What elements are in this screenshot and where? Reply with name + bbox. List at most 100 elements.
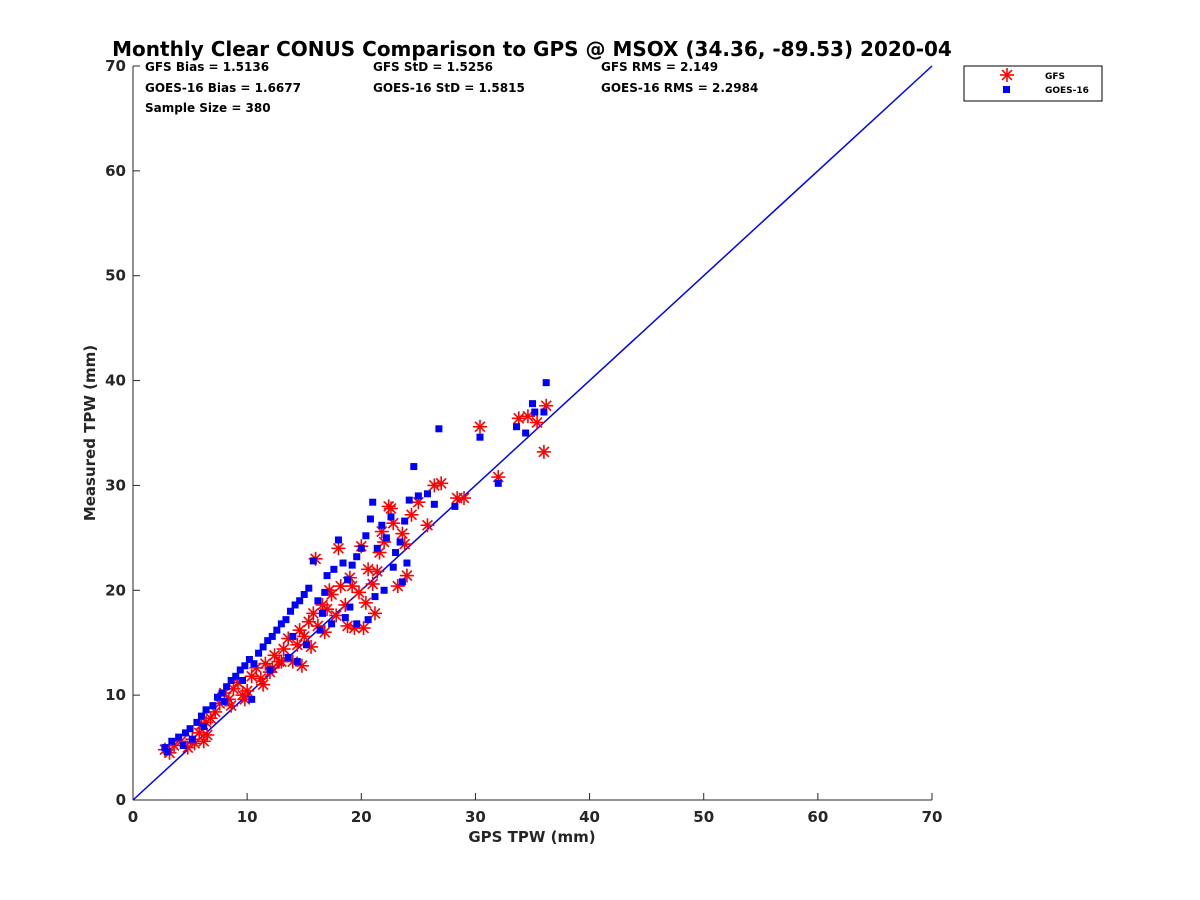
gfs-point [530,415,545,430]
goes16-point [293,658,301,666]
goes16-point [330,565,338,573]
goes16-point [403,559,411,567]
plot-area: 0 10 20 30 40 50 60 70 0 10 20 30 40 50 60 70 [105,57,942,826]
goes16-point [223,683,231,691]
goes16-point [220,697,228,705]
goes16-point [209,702,217,710]
y-tick-label: 70 [105,57,126,75]
goes16-point [344,576,352,584]
goes16-point [264,637,272,645]
gfs-point [434,476,449,491]
x-tick-label: 50 [693,808,714,826]
goes16-point [202,706,210,714]
gfs-point [240,683,255,698]
goes16-point [266,666,274,674]
gfs-point [397,537,412,552]
goes16-point [296,597,304,605]
gfs-point [352,585,367,600]
goes16-point [161,744,169,752]
goes16-point [250,660,258,668]
y-tick-label: 60 [105,162,126,180]
y-axis-label: Measured TPW (mm) [81,345,99,521]
goes16-point [245,655,253,663]
goes16-point [401,517,409,525]
goes16-point [239,676,247,684]
goes16-point [287,607,295,615]
y-tick-label: 50 [105,267,126,285]
goes16-point [282,616,290,624]
gfs-rms: GFS RMS = 2.149 [601,60,718,74]
gfs-point [536,444,551,459]
goes16-point [248,695,256,703]
goes16-point [193,718,201,726]
legend-gfs-marker [1000,68,1014,82]
sample-size: Sample Size = 380 [145,101,271,115]
goes16-point [277,620,285,628]
y-tick-label: 20 [105,581,126,599]
gfs-point [511,411,526,426]
gfs-series [157,398,554,760]
y-tick-label: 30 [105,476,126,494]
gfs-point [395,526,410,541]
goes16-std: GOES-16 StD = 1.5815 [373,81,525,95]
gfs-point [345,579,360,594]
goes16-bias: GOES-16 Bias = 1.6677 [145,81,301,95]
gfs-point [274,654,289,669]
gfs-point [356,621,371,636]
goes16-point [314,597,322,605]
goes16-point [378,521,386,529]
goes16-point [392,549,400,557]
gfs-point [331,541,346,556]
goes16-point [410,463,418,471]
goes16-point [341,614,349,622]
goes16-point [168,737,176,745]
gfs-point [338,597,353,612]
gfs-point [244,669,259,684]
goes16-point [373,544,381,552]
y-tick-label: 0 [116,791,126,809]
goes16-point [334,536,342,544]
goes16-point [309,557,317,565]
goes16-point [232,672,240,680]
chart-title: Monthly Clear CONUS Comparison to GPS @ … [112,37,952,61]
x-tick-label: 20 [351,808,372,826]
goes16-point [540,408,548,416]
goes16-point [302,641,310,649]
goes16-point [494,479,502,487]
goes16-point [300,590,308,598]
goes16-point [542,379,550,387]
goes16-point [305,584,313,592]
goes16-point [213,693,221,701]
gfs-point [310,618,325,633]
goes16-point [398,578,406,586]
gfs-point [520,409,535,424]
goes16-point [366,515,374,523]
gfs-point [340,618,355,633]
legend-goes16-label: GOES-16 [1045,86,1089,96]
goes16-point [218,689,226,697]
goes16-point [451,502,459,510]
gfs-point [276,642,291,657]
gfs-point [333,579,348,594]
goes16-rms: GOES-16 RMS = 2.2984 [601,81,758,95]
goes16-point [273,626,281,634]
goes16-point [414,492,422,500]
gfs-point [200,727,215,742]
goes16-point [396,538,404,546]
goes16-point [476,433,484,441]
legend-gfs-label: GFS [1045,72,1065,82]
goes16-point [387,513,395,521]
gfs-point [365,576,380,591]
goes16-point [346,603,354,611]
goes16-point [318,609,326,617]
goes16-point [328,620,336,628]
goes16-point [289,632,297,640]
goes16-point [531,408,539,416]
goes16-point [405,496,413,504]
goes16-point [371,593,379,601]
gfs-point [290,637,305,652]
y-tick-label: 40 [105,372,126,390]
gfs-point [256,677,271,692]
goes16-point [435,425,443,433]
